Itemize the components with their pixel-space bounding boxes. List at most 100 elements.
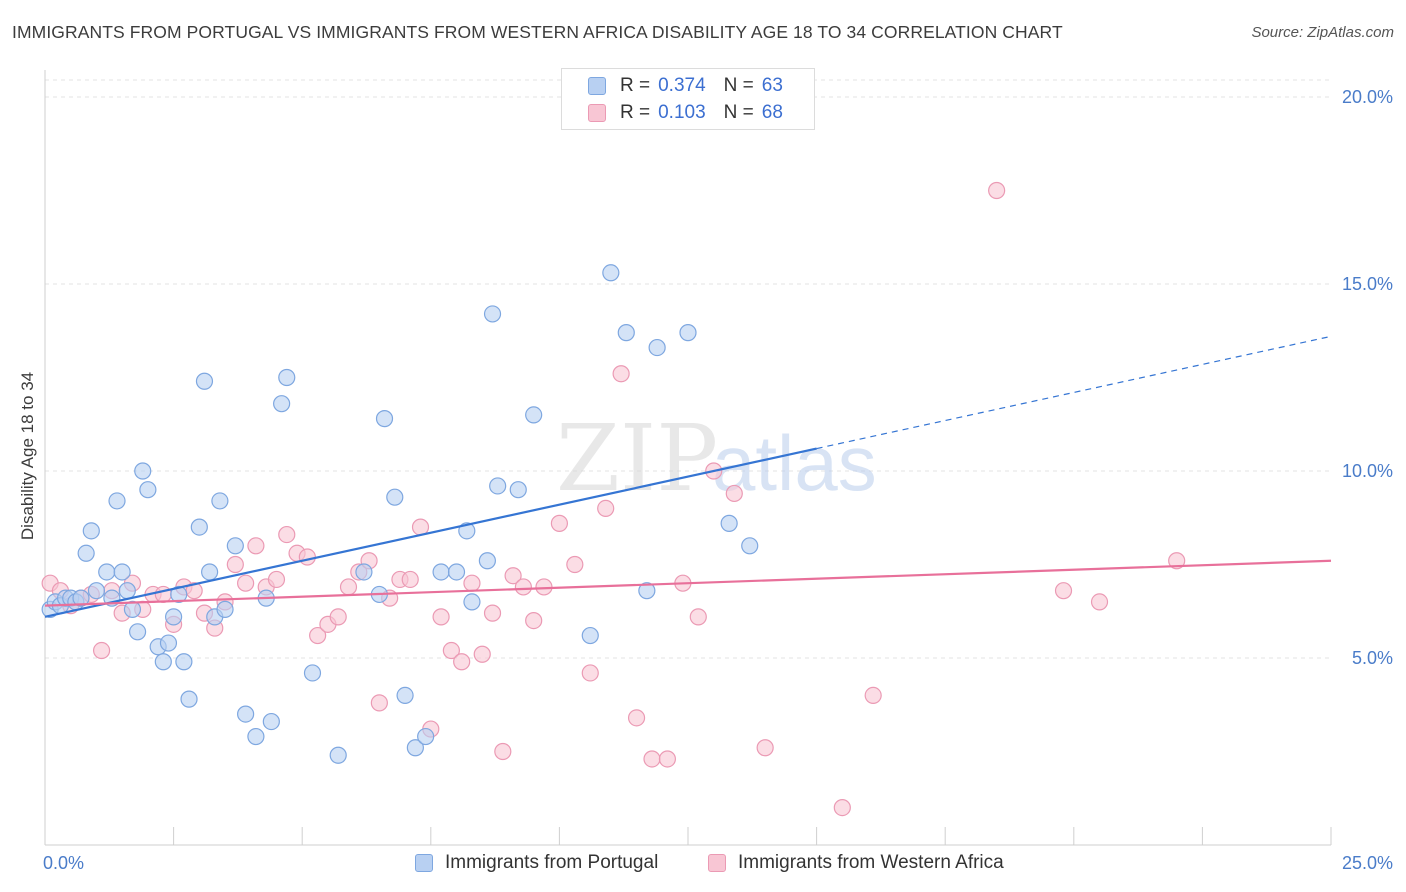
point-western-africa [756, 739, 774, 757]
tick-labels: 5.0% 10.0% 15.0% 20.0% 0.0% 25.0% [43, 87, 1393, 873]
legend-r-value-western-africa: 0.103 [658, 102, 706, 123]
point-western-africa [473, 645, 491, 663]
point-western-africa [92, 641, 111, 660]
bottom-legend-portugal[interactable]: Immigrants from Portugal [415, 852, 658, 874]
point-western-africa [1054, 582, 1073, 600]
point-western-africa [658, 750, 677, 768]
point-western-africa [267, 570, 286, 589]
point-portugal [417, 727, 435, 746]
point-portugal [355, 563, 373, 581]
point-portugal [180, 690, 198, 708]
point-portugal [478, 552, 496, 570]
legend-r-label: R = [620, 75, 651, 96]
point-portugal [262, 712, 280, 731]
point-western-africa [370, 694, 388, 712]
point-western-africa [309, 626, 327, 645]
point-portugal [278, 368, 296, 387]
point-western-africa [339, 578, 358, 596]
point-portugal [98, 563, 116, 581]
legend: R = 0.374 N = 63 R = 0.103 N = 68 [561, 68, 815, 130]
point-portugal [273, 395, 291, 413]
point-portugal [303, 664, 322, 682]
point-western-africa [463, 574, 481, 592]
legend-swatch-portugal [588, 77, 606, 95]
point-portugal [489, 477, 507, 495]
point-portugal [77, 544, 95, 562]
point-portugal [123, 600, 142, 618]
point-portugal [386, 488, 404, 506]
source-label: Source: ZipAtlas.com [1251, 24, 1394, 41]
y-tick-label: 5.0% [1352, 648, 1393, 668]
point-western-africa [278, 525, 296, 544]
trend-lines [44, 335, 1332, 618]
point-portugal [638, 582, 656, 600]
point-western-africa [514, 578, 532, 596]
trend-line-western-africa [44, 559, 1332, 607]
point-western-africa [1168, 552, 1186, 570]
point-western-africa [226, 555, 244, 574]
point-portugal [432, 563, 450, 581]
legend-r-label: R = [620, 102, 651, 123]
point-western-africa [494, 742, 512, 761]
trend-line-portugal-extension [816, 335, 1332, 450]
legend-row-western-africa: R = 0.103 N = 68 [588, 102, 783, 124]
legend-n-label: N = [723, 102, 754, 123]
point-western-africa [864, 686, 882, 705]
axes [44, 70, 1332, 846]
chart-title: IMMIGRANTS FROM PORTUGAL VS IMMIGRANTS F… [12, 22, 1063, 42]
legend-n-value-western-africa: 68 [761, 102, 783, 123]
points-portugal [41, 264, 759, 764]
point-portugal [648, 338, 666, 357]
point-portugal [175, 653, 193, 671]
point-portugal [483, 305, 502, 323]
point-portugal [154, 653, 172, 671]
point-western-africa [689, 608, 707, 626]
point-portugal [159, 634, 178, 652]
point-portugal [118, 582, 136, 600]
point-portugal [211, 492, 229, 510]
point-western-africa [442, 641, 460, 660]
point-portugal [329, 746, 347, 764]
bottom-legend: Immigrants from Portugal Immigrants from… [0, 852, 1406, 878]
point-portugal [741, 537, 759, 555]
point-portugal [134, 462, 152, 480]
point-portugal [463, 593, 481, 611]
point-western-africa [401, 570, 419, 589]
point-western-africa [833, 798, 851, 817]
point-western-africa [483, 604, 502, 622]
y-tick-label: 10.0% [1342, 461, 1393, 481]
legend-r-value-portugal: 0.374 [658, 75, 706, 96]
y-tick-label: 20.0% [1342, 87, 1393, 107]
watermark-zip: ZIP [556, 405, 718, 512]
point-portugal [226, 537, 244, 555]
point-portugal [128, 623, 147, 641]
trend-line-portugal [44, 447, 817, 618]
point-western-africa [504, 567, 522, 585]
bottom-legend-western-africa[interactable]: Immigrants from Western Africa [708, 852, 1004, 874]
point-portugal [113, 563, 131, 581]
point-portugal [201, 563, 219, 581]
point-portugal [525, 406, 543, 424]
point-western-africa [432, 608, 450, 626]
legend-row-portugal: R = 0.374 N = 63 [588, 75, 783, 97]
point-western-africa [329, 608, 347, 626]
point-portugal [170, 585, 188, 604]
point-portugal [237, 705, 255, 723]
point-western-africa [566, 555, 584, 574]
point-western-africa [525, 611, 543, 630]
point-western-africa [550, 514, 569, 532]
point-western-africa [581, 664, 599, 682]
point-portugal [247, 727, 265, 746]
legend-swatch-western-africa [588, 104, 606, 122]
point-portugal [190, 518, 208, 536]
point-portugal [195, 372, 214, 390]
point-western-africa [1090, 593, 1109, 611]
point-portugal [375, 410, 394, 428]
point-portugal [139, 481, 157, 499]
point-western-africa [988, 181, 1006, 200]
bottom-legend-swatch-portugal [415, 854, 433, 872]
point-portugal [617, 324, 635, 342]
point-western-africa [725, 484, 743, 503]
point-western-africa [247, 537, 265, 555]
